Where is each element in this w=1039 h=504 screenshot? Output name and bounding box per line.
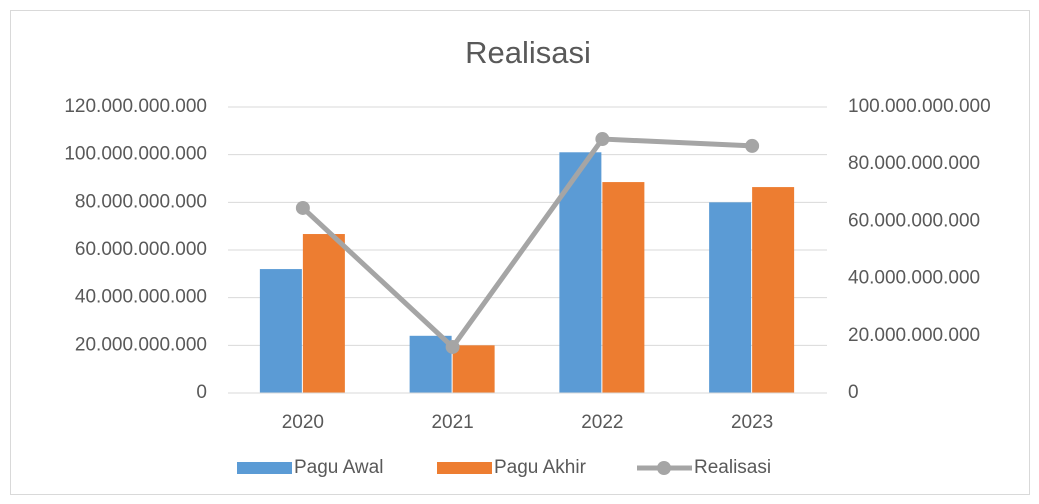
y2-tick-label: 20.000.000.000 bbox=[848, 325, 980, 346]
bar bbox=[452, 345, 495, 393]
y2-tick-label: 80.000.000.000 bbox=[848, 153, 980, 174]
y-tick-label: 40.000.000.000 bbox=[75, 287, 207, 308]
legend-label: Pagu Awal bbox=[294, 457, 383, 478]
y-tick-label: 20.000.000.000 bbox=[75, 334, 207, 355]
legend-label: Realisasi bbox=[694, 457, 771, 478]
x-tick-label: 2022 bbox=[581, 412, 623, 433]
x-tick-label: 2023 bbox=[731, 412, 773, 433]
bar bbox=[752, 187, 795, 393]
legend-swatch bbox=[237, 462, 292, 474]
line-marker bbox=[445, 339, 460, 354]
chart-title: Realisasi bbox=[465, 35, 591, 70]
line-marker bbox=[595, 132, 610, 147]
legend-swatch bbox=[657, 461, 671, 475]
y-tick-label: 120.000.000.000 bbox=[64, 96, 207, 117]
x-tick-label: 2021 bbox=[431, 412, 473, 433]
y-tick-label: 100.000.000.000 bbox=[64, 144, 207, 165]
line-marker bbox=[295, 200, 310, 215]
y2-tick-label: 40.000.000.000 bbox=[848, 268, 980, 289]
y2-tick-label: 100.000.000.000 bbox=[848, 96, 991, 117]
y2-tick-label: 0 bbox=[848, 382, 859, 403]
bar bbox=[709, 202, 752, 393]
x-tick-label: 2020 bbox=[282, 412, 324, 433]
y-tick-label: 0 bbox=[196, 382, 207, 403]
legend-label: Pagu Akhir bbox=[494, 457, 587, 478]
bar bbox=[409, 335, 452, 393]
bar bbox=[302, 234, 345, 393]
bar bbox=[259, 269, 302, 393]
bar bbox=[602, 182, 645, 393]
y-tick-label: 60.000.000.000 bbox=[75, 239, 207, 260]
y2-tick-label: 60.000.000.000 bbox=[848, 210, 980, 231]
line-marker bbox=[745, 138, 760, 153]
line bbox=[301, 136, 753, 351]
legend-swatch bbox=[437, 462, 492, 474]
y-tick-label: 80.000.000.000 bbox=[75, 191, 207, 212]
